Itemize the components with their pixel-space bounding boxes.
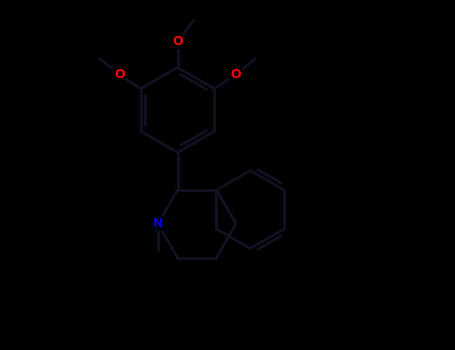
Text: O: O [114, 68, 125, 81]
Text: O: O [172, 35, 183, 48]
Text: N: N [153, 217, 163, 230]
Text: O: O [230, 68, 241, 81]
